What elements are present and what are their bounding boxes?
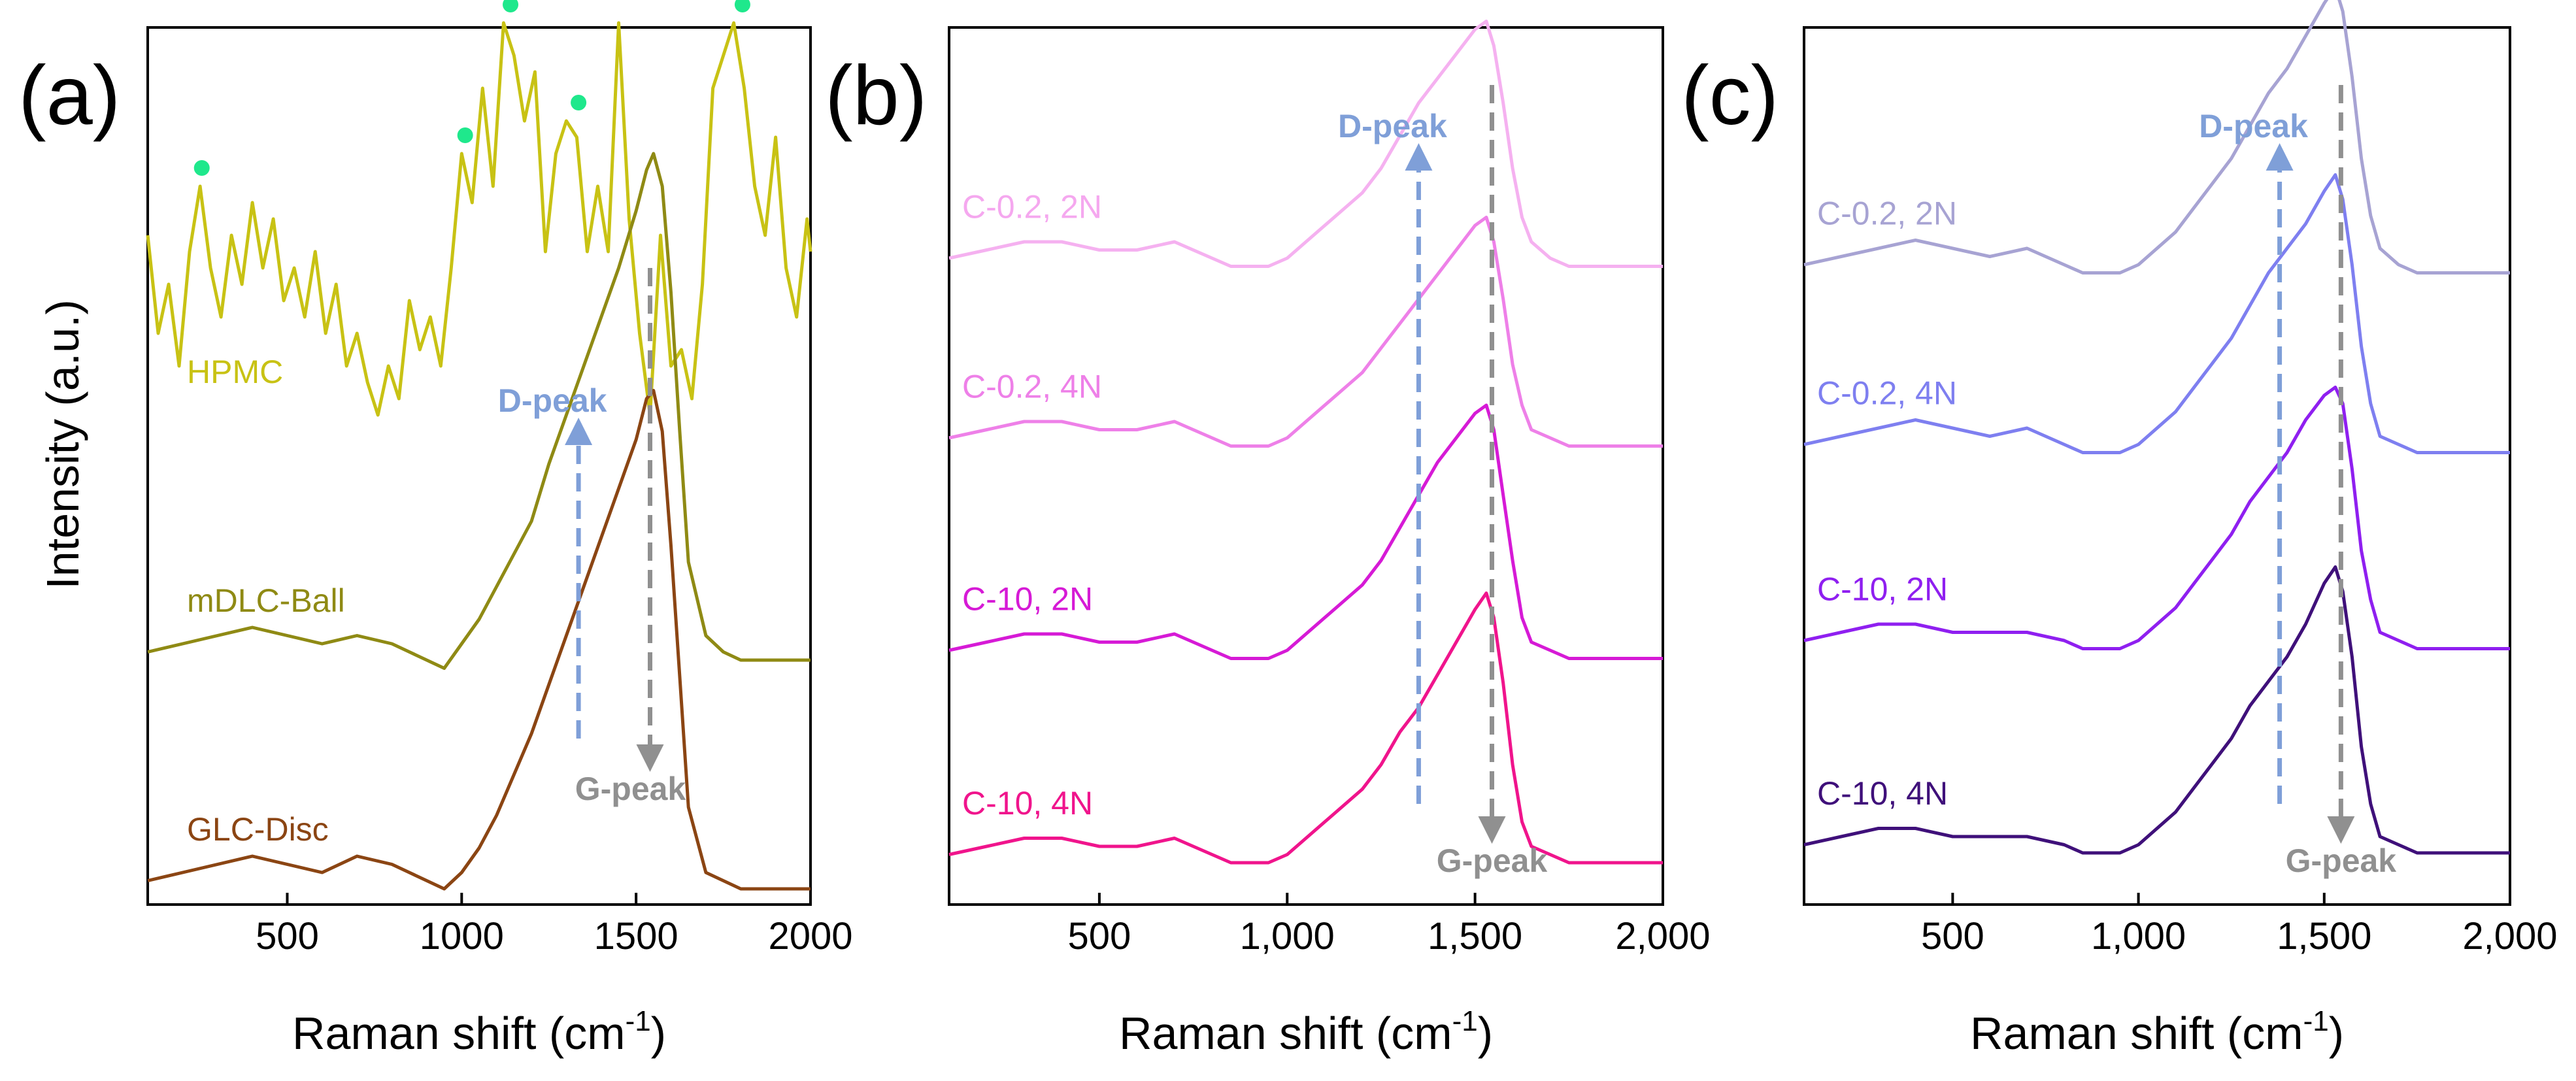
d-peak-label: D-peak — [498, 382, 607, 419]
peak-marker — [193, 160, 210, 176]
x-axis-b: 500 1,000 1,500 2,000 — [1068, 915, 1711, 957]
x-axis-title-c: Raman shift (cm-1) — [1970, 1005, 2344, 1059]
series-label: C-0.2, 2N — [962, 189, 1102, 225]
panel-label-c: (c) — [1681, 49, 1779, 142]
g-peak-label: G-peak — [575, 771, 686, 807]
xtick-label: 1,500 — [2277, 915, 2371, 957]
peak-marker — [503, 0, 519, 12]
series-label: C-0.2, 4N — [962, 369, 1102, 405]
x-axis-a: 500 1000 1500 2000 — [256, 915, 852, 957]
g-peak-label: G-peak — [2286, 842, 2397, 879]
xtick-label: 1,500 — [1428, 915, 1522, 957]
series-label: C-10, 4N — [1817, 775, 1948, 812]
g-peak-label: G-peak — [1437, 842, 1548, 879]
xtick-label: 500 — [1068, 915, 1131, 957]
xtick-label: 1500 — [594, 915, 678, 957]
panel-label-b: (b) — [825, 49, 927, 142]
series-label: C-10, 2N — [1817, 571, 1948, 608]
series-label: mDLC-Ball — [187, 582, 345, 619]
xtick-label: 1,000 — [2091, 915, 2186, 957]
panel-label-a: (a) — [18, 49, 120, 142]
d-peak-label: D-peak — [2199, 108, 2308, 144]
series-line — [1803, 0, 2510, 274]
series-line — [147, 389, 811, 891]
plot-frame-b — [948, 26, 1664, 906]
series-label: C-0.2, 4N — [1817, 375, 1957, 412]
series-line — [146, 21, 812, 417]
peak-marker — [571, 95, 587, 110]
series-line — [948, 403, 1663, 660]
series-line — [948, 216, 1663, 448]
xtick-label: 500 — [256, 915, 319, 957]
series-label: GLC-Disc — [187, 811, 329, 848]
xtick-label: 1,000 — [1240, 915, 1335, 957]
series-line — [948, 591, 1663, 865]
panel-c: (c) C-0.2, 2N C-0.2, 4N C-10, 2N C-10, 4N D-… — [1681, 0, 2558, 1059]
plot-frame-a — [146, 26, 812, 906]
x-axis-c: 500 1,000 1,500 2,000 — [1921, 915, 2558, 957]
peak-marker — [734, 0, 750, 12]
peak-marker — [457, 127, 473, 143]
series-line — [1803, 565, 2510, 855]
series-label: C-10, 2N — [962, 581, 1093, 618]
plot-frame-c — [1803, 26, 2511, 906]
series-label: C-0.2, 2N — [1817, 195, 1957, 232]
panel-b: (b) C-0.2, 2N C-0.2, 4N C-10, 2N C-10, 4N D-… — [825, 20, 1711, 1059]
x-axis-title-b: Raman shift (cm-1) — [1119, 1005, 1493, 1059]
d-peak-label: D-peak — [1338, 108, 1447, 144]
panel-a: (a) HPMC mDLC-Ball GLC-Disc D-peak G-peak 50… — [18, 0, 853, 1059]
series-label: HPMC — [187, 354, 283, 390]
series-line — [147, 152, 811, 670]
series-label: C-10, 4N — [962, 785, 1093, 822]
y-axis-title: Intensity (a.u.) — [37, 299, 88, 590]
xtick-label: 2,000 — [1615, 915, 1710, 957]
series-line — [948, 20, 1663, 268]
x-axis-title-a: Raman shift (cm-1) — [292, 1005, 666, 1059]
series-line — [1803, 386, 2510, 650]
xtick-label: 2000 — [768, 915, 852, 957]
xtick-label: 1000 — [420, 915, 504, 957]
series-line — [1803, 173, 2510, 454]
xtick-label: 2,000 — [2462, 915, 2557, 957]
xtick-label: 500 — [1921, 915, 1984, 957]
